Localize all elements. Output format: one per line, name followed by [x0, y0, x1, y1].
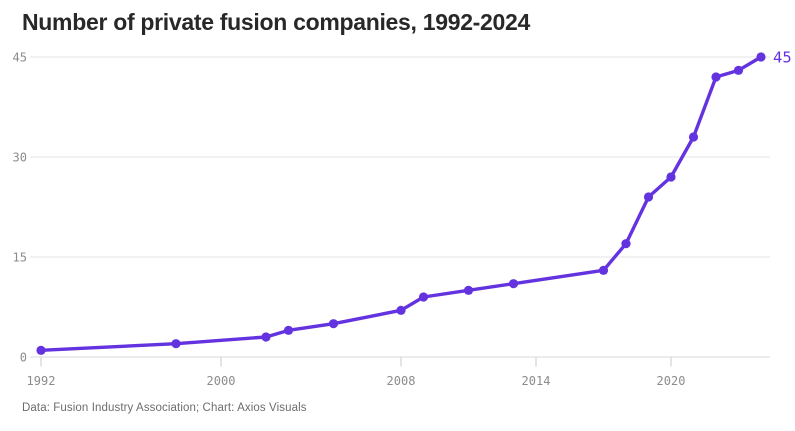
data-point — [418, 292, 429, 302]
y-axis-label: 15 — [13, 251, 27, 265]
data-point — [508, 279, 519, 289]
data-point — [688, 132, 699, 142]
y-axis-label: 45 — [13, 51, 27, 65]
x-axis-label: 2020 — [657, 374, 686, 388]
x-axis-label: 2008 — [387, 374, 416, 388]
data-point — [396, 305, 406, 315]
data-point — [261, 332, 271, 342]
data-point — [463, 285, 474, 295]
data-point — [733, 65, 744, 75]
x-axis-label: 2014 — [522, 374, 551, 388]
data-point — [711, 72, 721, 82]
y-axis-label: 30 — [13, 151, 27, 165]
data-point — [643, 192, 654, 202]
x-axis-label: 1992 — [27, 374, 56, 388]
data-point — [756, 52, 766, 62]
data-point — [328, 319, 339, 329]
data-point — [666, 172, 676, 182]
x-axis-label: 2000 — [207, 374, 236, 388]
data-point — [36, 345, 46, 355]
data-point — [598, 265, 609, 275]
data-point — [283, 325, 294, 335]
data-point — [171, 339, 181, 349]
y-axis-label: 0 — [20, 351, 27, 365]
data-point — [621, 239, 631, 249]
end-value-label: 45 — [773, 49, 792, 67]
source-credit: Data: Fusion Industry Association; Chart… — [22, 402, 307, 414]
chart-title: Number of private fusion companies, 1992… — [22, 9, 531, 35]
